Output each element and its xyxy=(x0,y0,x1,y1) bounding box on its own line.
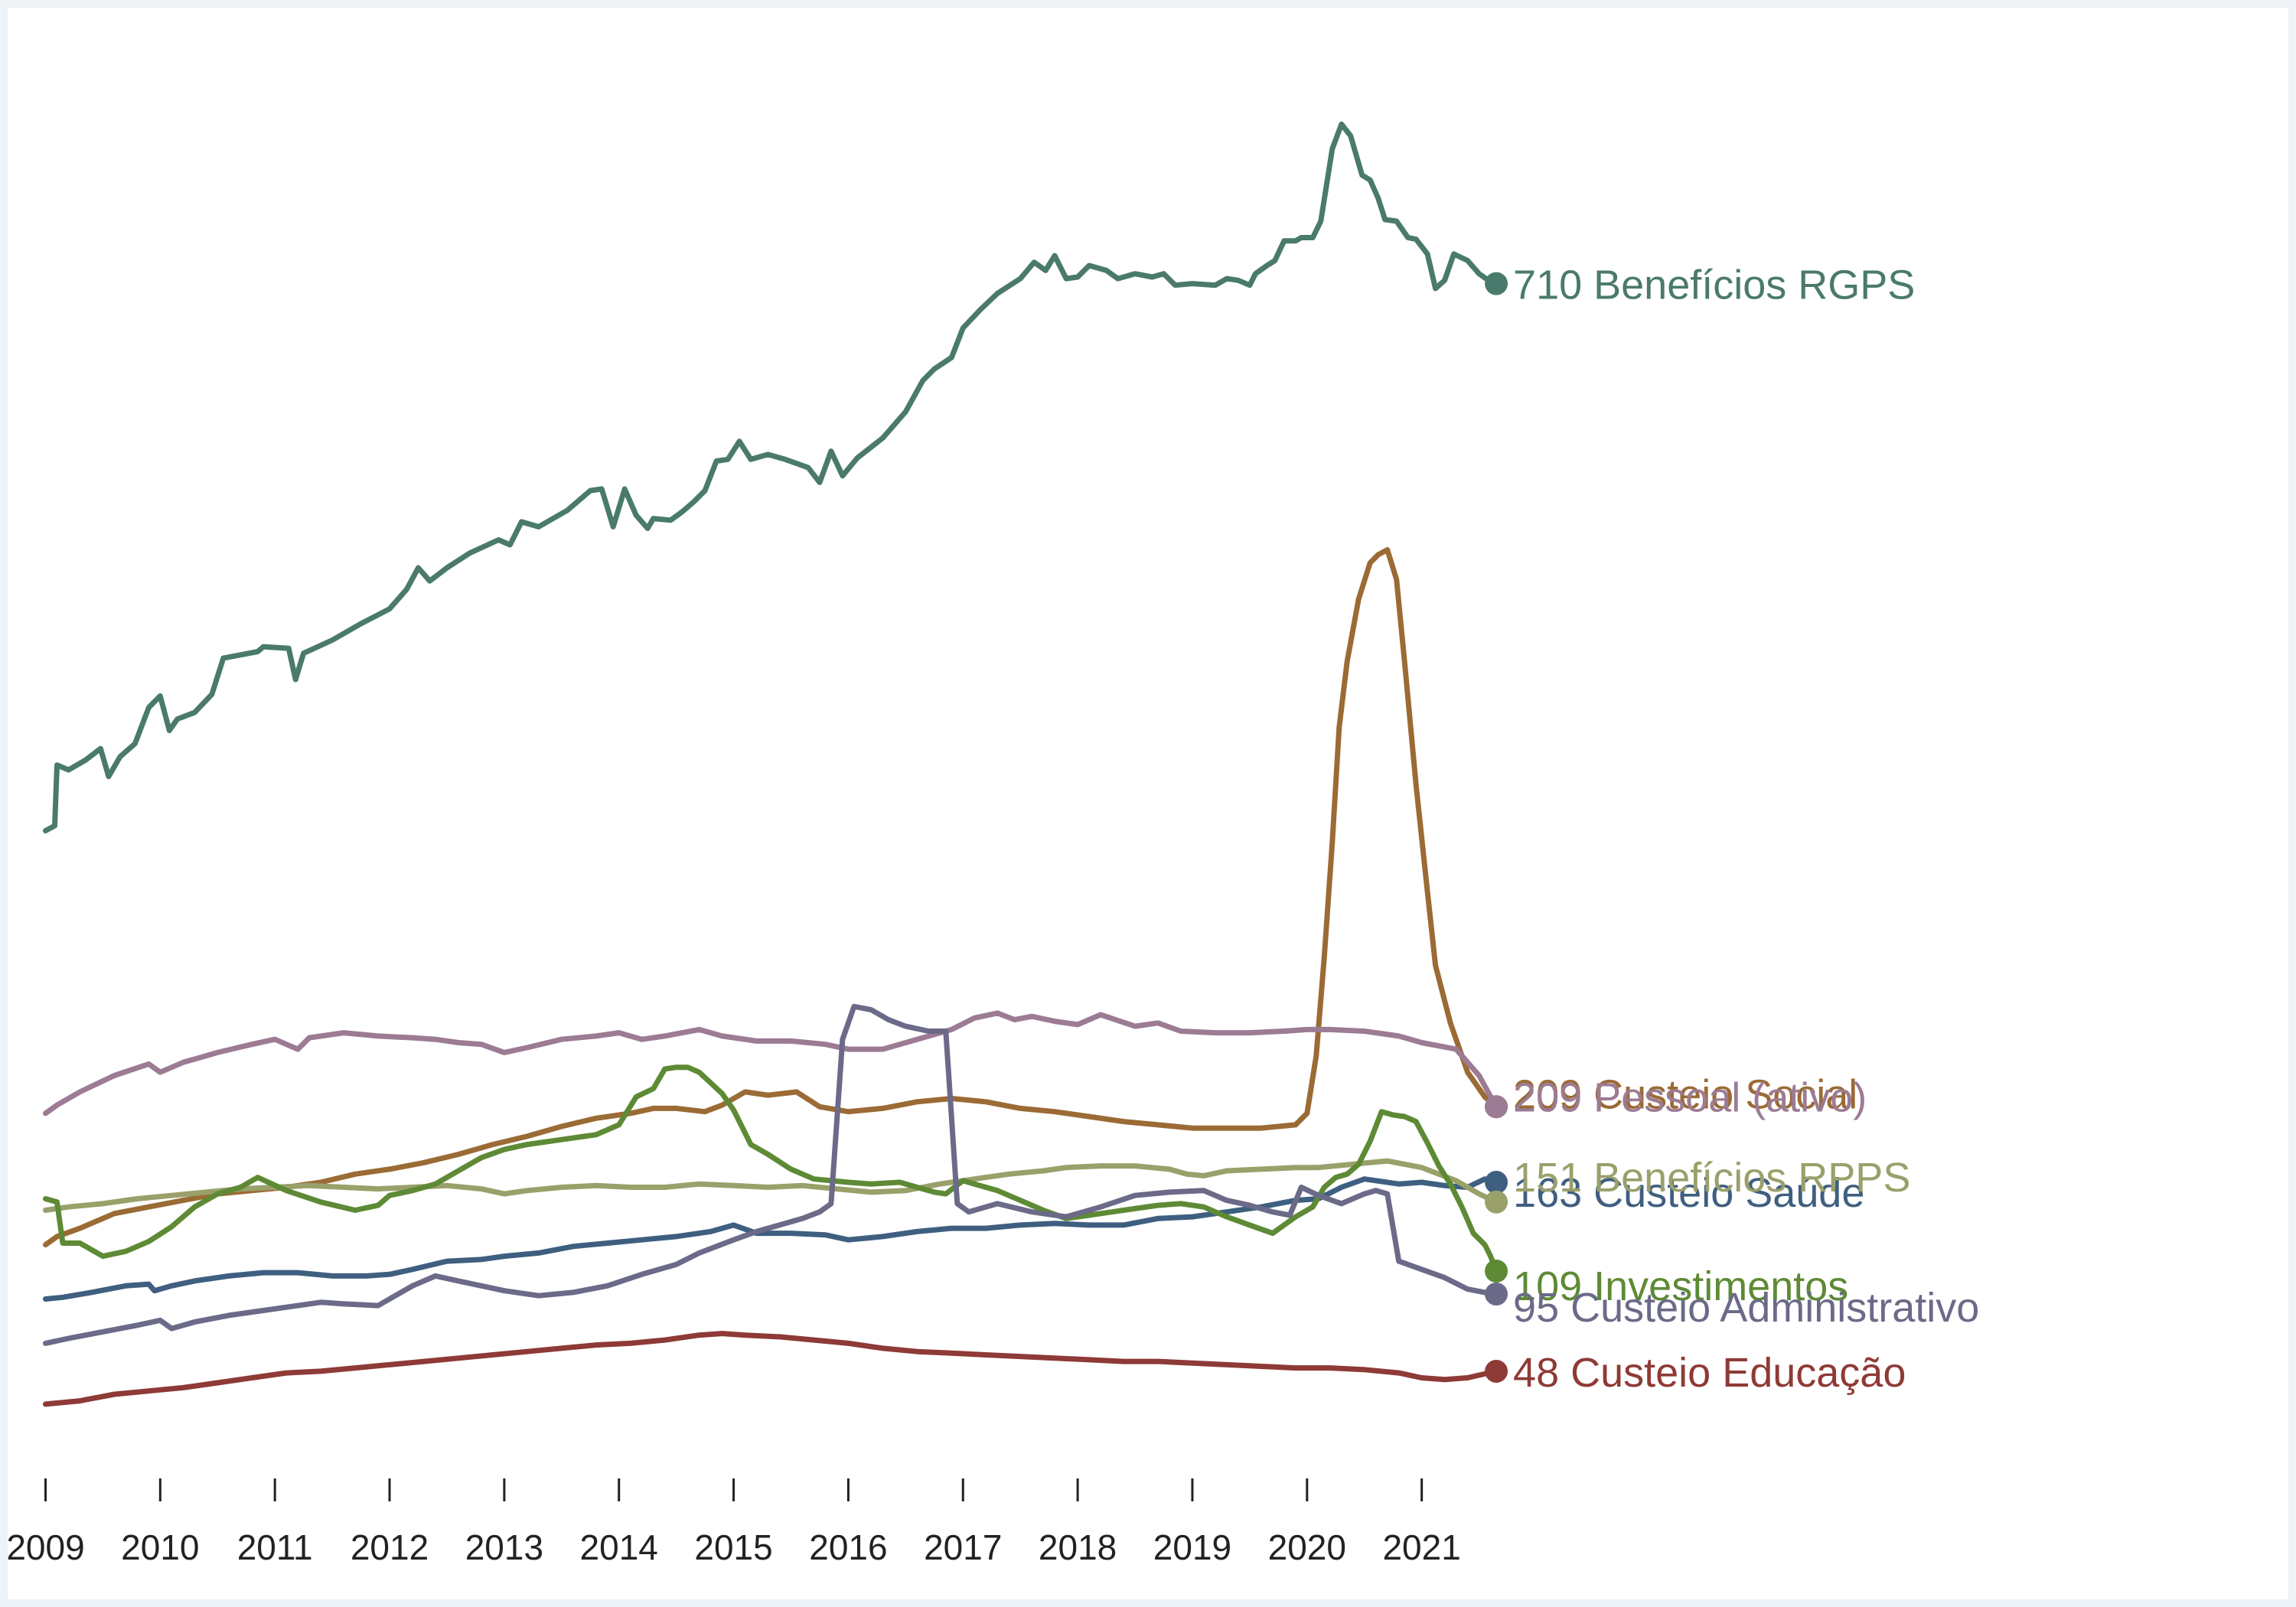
series-end-dot xyxy=(1485,1259,1508,1283)
line-chart: 2009 2010 2011 2012 2013 2014 2015 2016 2017 2018… xyxy=(8,121,1979,1567)
series-line xyxy=(43,1331,1499,1407)
series-end-label: 209 Pessoal (ativo) xyxy=(1513,1074,1867,1120)
series-end-label: 95 Custeio Administrativo xyxy=(1513,1285,1979,1331)
series-end-dot xyxy=(1485,1190,1508,1214)
series-line xyxy=(43,1064,1499,1274)
series-end-label: 163 Custeio Saúde xyxy=(1513,1170,1864,1216)
x-tick-label: 2019 xyxy=(1153,1527,1231,1567)
x-tick-label: 2017 xyxy=(924,1527,1002,1567)
x-tick-label: 2020 xyxy=(1268,1527,1346,1567)
series-line xyxy=(43,1158,1499,1213)
x-tick-label: 2013 xyxy=(465,1527,543,1567)
series-end-labels: 710 Benefícios RGPS 209 Custeio Social209… xyxy=(1513,262,1979,1396)
x-tick-label: 2015 xyxy=(694,1527,772,1567)
series-end-label: 209 Custeio Social xyxy=(1513,1071,1857,1117)
series-end-dot xyxy=(1485,1283,1508,1306)
series-end-label: 48 Custeio Educação xyxy=(1513,1350,1906,1396)
series-end-label: 109 Investimentos xyxy=(1513,1263,1848,1309)
series-end-label: 710 Benefícios RGPS xyxy=(1513,262,1915,308)
series-end-dot xyxy=(1485,1171,1508,1195)
series-end-dot xyxy=(1485,1359,1508,1383)
series-line xyxy=(43,1010,1499,1116)
x-tick-label: 2016 xyxy=(809,1527,887,1567)
x-tick-label: 2011 xyxy=(237,1527,313,1567)
series-line xyxy=(43,121,1499,834)
series-end-label: 151 Benefícios RPPS xyxy=(1513,1155,1910,1201)
x-tick-label: 2021 xyxy=(1382,1527,1460,1567)
x-tick-label: 2010 xyxy=(121,1527,199,1567)
x-axis: 2009 2010 2011 2012 2013 2014 2015 2016 2017 2018… xyxy=(8,1478,1461,1567)
series-line xyxy=(43,1003,1499,1346)
x-tick-label: 2014 xyxy=(580,1527,658,1567)
x-tick-label: 2012 xyxy=(351,1527,429,1567)
x-tick-label: 2018 xyxy=(1039,1527,1117,1567)
series-line xyxy=(43,1176,1499,1302)
series-end-dot xyxy=(1485,272,1508,295)
chart-frame: 2009 2010 2011 2012 2013 2014 2015 2016 2017 2018… xyxy=(8,8,2288,1599)
series-end-dots xyxy=(1485,272,1508,1383)
series-line xyxy=(43,546,1499,1248)
series-end-dot xyxy=(1485,1095,1508,1119)
x-tick-label: 2009 xyxy=(8,1527,85,1567)
series-lines xyxy=(43,121,1499,1407)
